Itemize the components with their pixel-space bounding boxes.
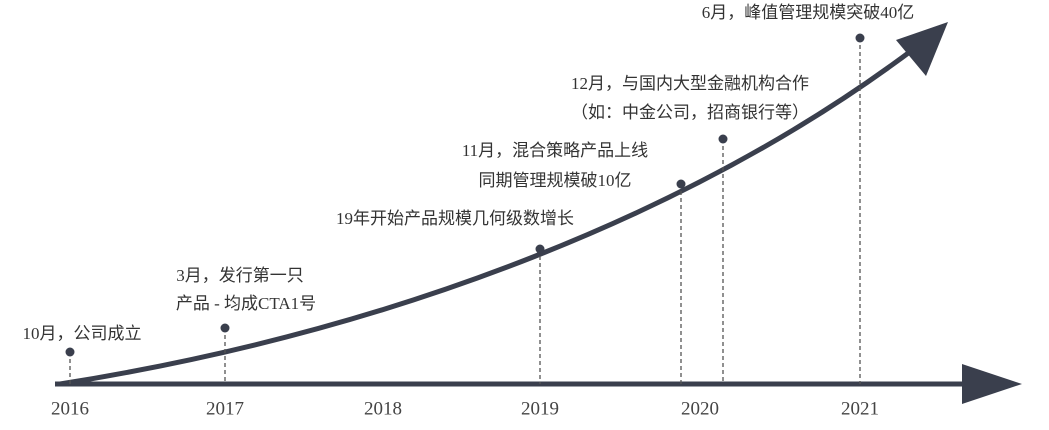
growth-curve [59,46,917,387]
event-text: 19年开始产品规模几何级数增长 [336,209,574,228]
event-text: 产品 - 均成CTA1号 [176,294,316,313]
event-text: 3月，发行第一只 [176,266,304,285]
event-text: 12月，与国内大型金融机构合作 [571,74,809,93]
year-label: 2021 [841,398,879,419]
event-dot [855,33,865,43]
event-text: 同期管理规模破10亿 [479,171,632,190]
year-label: 2018 [364,398,402,419]
event-text: 10月，公司成立 [23,324,142,343]
year-label: 2019 [521,398,559,419]
event-dot [676,179,686,189]
event-text: 6月，峰值管理规模突破40亿 [702,3,915,22]
year-label: 2017 [206,398,244,419]
event-text: （如：中金公司，招商银行等） [571,103,809,122]
year-label: 2016 [51,398,89,419]
event-dot [65,347,75,357]
event-dot [718,134,728,144]
event-dot [535,244,545,254]
year-label: 2020 [681,398,719,419]
axis-arrow [962,364,1022,404]
curve-arrow [896,22,948,76]
event-dot [220,323,230,333]
event-text: 11月，混合策略产品上线 [462,141,648,160]
